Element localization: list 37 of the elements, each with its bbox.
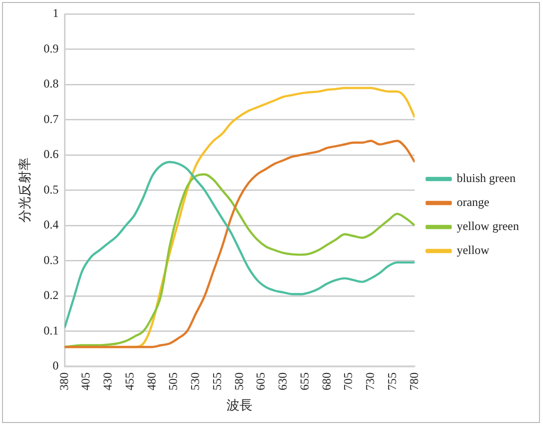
x-tick-label: 455	[122, 372, 136, 390]
y-tick-label: 0.2	[44, 288, 59, 302]
y-tick-label: 1	[52, 6, 59, 20]
x-axis-title: 波長	[226, 398, 253, 413]
x-tick-label: 605	[254, 372, 268, 390]
x-tick-label: 655	[297, 372, 312, 390]
x-tick-label: 530	[188, 372, 202, 390]
x-tick-label: 680	[319, 372, 334, 390]
legend-label: bluish green	[456, 171, 516, 186]
y-tick-label: 0.8	[44, 76, 59, 91]
x-tick-label: 580	[232, 372, 246, 390]
x-tick-label: 730	[363, 372, 378, 390]
x-tick-label: 480	[144, 372, 158, 390]
y-tick-label: 0.6	[44, 147, 59, 162]
x-tick-label: 555	[210, 372, 224, 390]
y-tick-label: 0.5	[44, 182, 59, 196]
legend-label: orange	[456, 195, 490, 210]
legend-label: yellow green	[456, 219, 520, 234]
line-series	[64, 140, 415, 348]
x-tick-label: 755	[384, 372, 399, 390]
x-tick-label: 430	[100, 372, 115, 390]
x-tick-label: 630	[276, 372, 290, 390]
y-axis-title: 分光反射率	[17, 158, 32, 223]
y-tick-label: 0.4	[44, 218, 59, 232]
y-tick-label: 0.7	[44, 112, 59, 126]
x-tick-label: 705	[341, 372, 356, 390]
y-tick-label: 0	[52, 358, 59, 373]
legend-label: yellow	[456, 243, 490, 258]
x-tick-label: 405	[78, 372, 93, 390]
y-tick-label: 0.1	[44, 323, 59, 338]
y-tick-label: 0.3	[44, 252, 59, 267]
x-tick-label: 380	[56, 372, 71, 390]
x-tick-label: 780	[406, 372, 421, 390]
y-tick-label: 0.9	[44, 41, 59, 56]
line-series	[64, 173, 415, 348]
line-series	[64, 160, 415, 329]
x-tick-label: 505	[166, 372, 180, 390]
